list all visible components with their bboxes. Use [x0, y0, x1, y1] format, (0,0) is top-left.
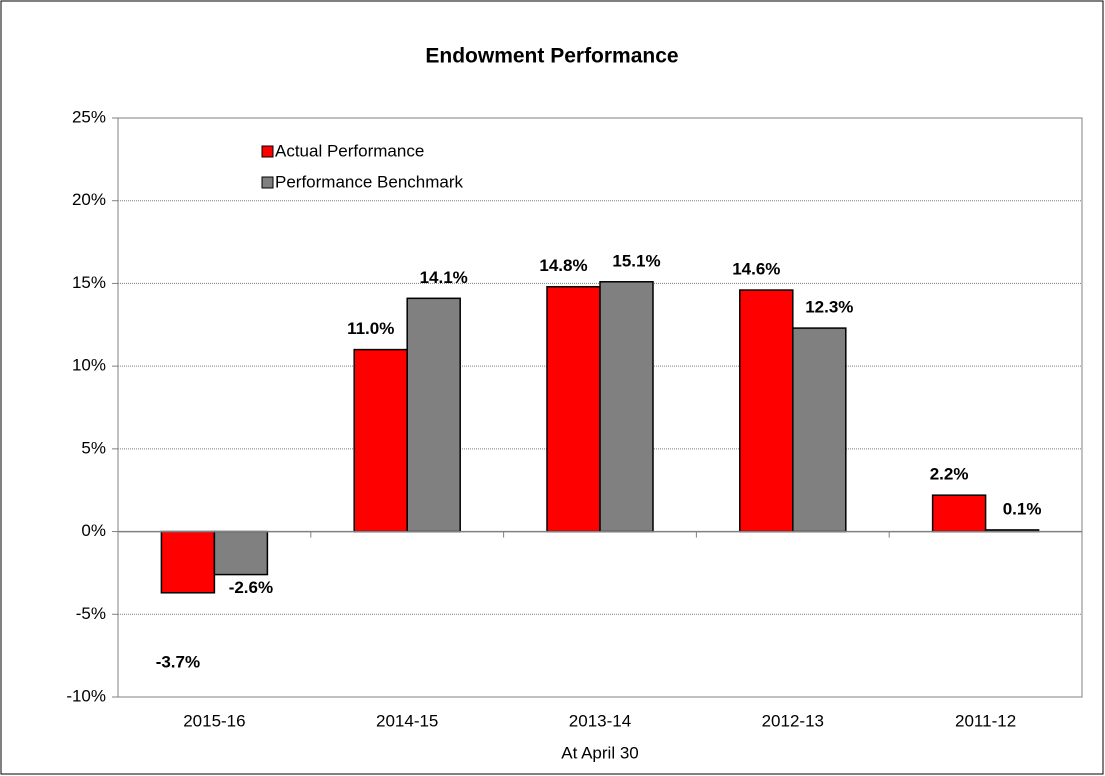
- bar: [160, 530, 216, 594]
- value-label: 0.1%: [1003, 499, 1042, 518]
- bar: [792, 327, 847, 533]
- y-tick-label: 5%: [81, 438, 106, 457]
- bar: [931, 494, 987, 533]
- x-tick-label: 2011-12: [955, 711, 1016, 730]
- legend-label: Performance Benchmark: [275, 172, 464, 191]
- x-tick-label: 2014-15: [376, 711, 438, 730]
- bar: [546, 285, 601, 533]
- x-tick-label: 2015-16: [183, 711, 245, 730]
- value-label: 11.0%: [347, 319, 394, 338]
- value-label: 15.1%: [612, 251, 660, 270]
- value-label: -3.7%: [156, 652, 200, 671]
- value-label: -2.6%: [229, 578, 273, 597]
- x-tick-label: 2012-13: [762, 711, 824, 730]
- bar: [213, 530, 269, 576]
- value-label: 14.1%: [420, 268, 468, 287]
- value-label: 12.3%: [805, 298, 853, 317]
- y-tick-label: 0%: [81, 521, 106, 540]
- y-tick-label: 20%: [72, 190, 106, 209]
- bar: [739, 289, 794, 533]
- value-label: 14.6%: [732, 260, 780, 279]
- legend-swatch: [261, 176, 274, 189]
- x-tick-label: 2013-14: [569, 711, 631, 730]
- bar: [406, 297, 461, 533]
- y-tick-label: 15%: [72, 273, 106, 292]
- y-tick-label: -5%: [76, 604, 106, 623]
- y-tick-label: 10%: [72, 356, 106, 375]
- y-tick-label: 25%: [72, 107, 106, 126]
- chart-title: Endowment Performance: [425, 45, 678, 68]
- bar: [599, 281, 654, 533]
- value-label: 2.2%: [930, 465, 969, 484]
- y-tick-label: -10%: [66, 686, 106, 705]
- legend-label: Actual Performance: [275, 141, 424, 160]
- bar: [353, 348, 408, 533]
- value-label: 14.8%: [539, 256, 587, 275]
- legend-swatch: [261, 145, 274, 158]
- x-axis-label: At April 30: [561, 743, 639, 762]
